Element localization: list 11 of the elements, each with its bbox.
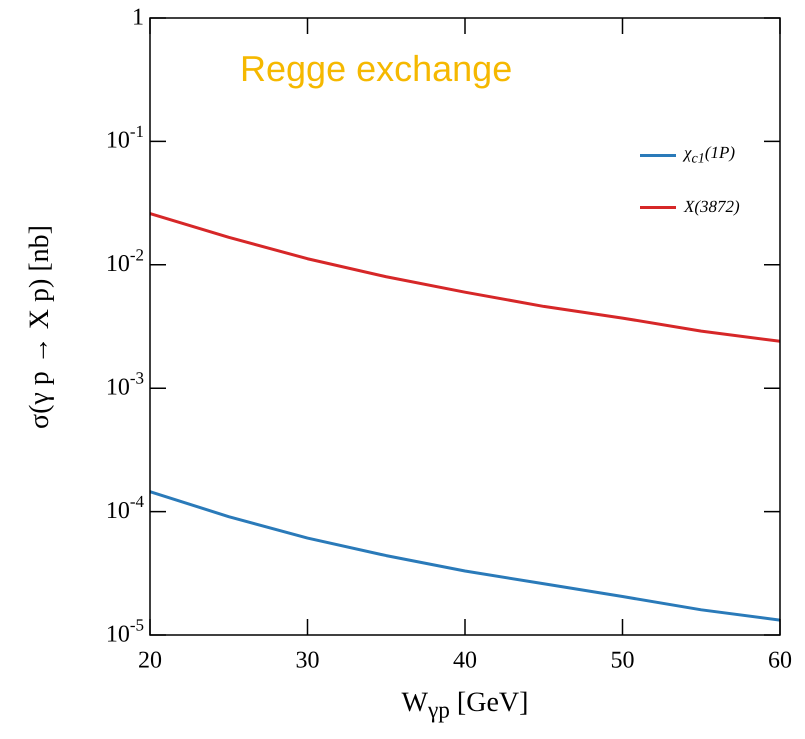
x-tick-label: 50 xyxy=(610,647,634,674)
x-tick-label: 20 xyxy=(138,647,162,674)
x-tick-label: 40 xyxy=(453,647,477,674)
legend-label: χ$_{c1}$(1P) xyxy=(684,143,736,168)
annotation: Regge exchange xyxy=(240,48,512,90)
y-tick-label: 1 xyxy=(132,4,144,30)
x-tick-label: 60 xyxy=(768,647,792,674)
legend-label: X(3872) xyxy=(684,197,740,218)
y-axis-title: σ(γ p → X p) [nb] xyxy=(24,224,56,428)
x-tick-label: 30 xyxy=(296,647,320,674)
x-axis-title: W$_{γp}$ [GeV] xyxy=(402,687,528,725)
